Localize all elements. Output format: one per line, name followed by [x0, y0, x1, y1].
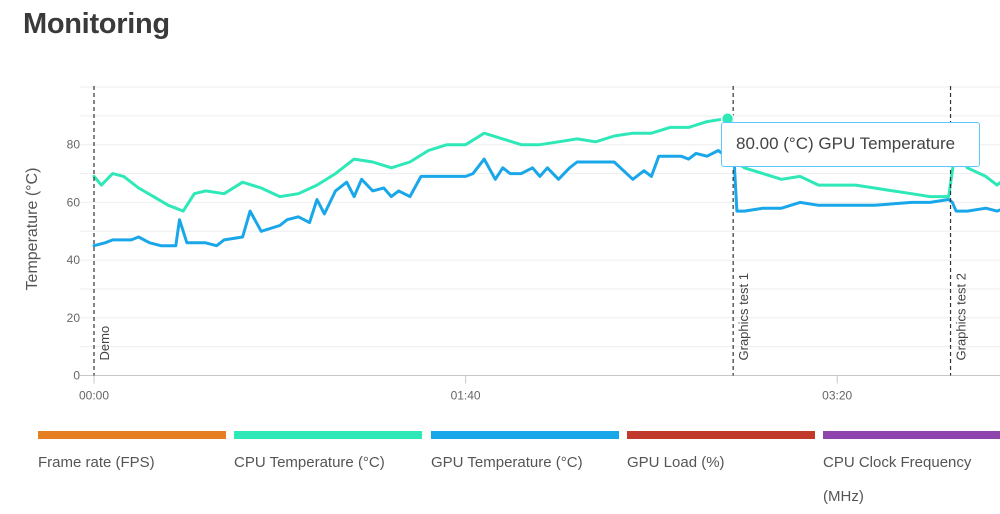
legend-label-cpu-temperature: CPU Temperature (°C)	[234, 454, 385, 471]
monitoring-chart: 0 20 40 60 80 Temperature (°C) 00:00 01:40 03:20…	[24, 86, 1000, 403]
legend-swatch-cpu-temperature	[234, 431, 422, 439]
legend-swatch-gpu-temperature	[431, 431, 619, 439]
x-tick-label: 03:20	[822, 389, 852, 403]
legend-swatch-gpu-load	[627, 431, 815, 439]
y-tick-label: 20	[67, 311, 81, 325]
legend-item-frame-rate[interactable]: Frame rate (FPS)	[38, 431, 226, 511]
legend-label-frame-rate: Frame rate (FPS)	[38, 454, 155, 471]
legend-label-gpu-load: GPU Load (%)	[627, 454, 725, 471]
chart-tooltip: 80.00 (°C) GPU Temperature	[721, 122, 980, 167]
y-axis-label: Temperature (°C)	[24, 168, 41, 291]
legend-item-cpu-clock[interactable]: CPU Clock Frequency (MHz)	[823, 431, 1000, 511]
legend-item-cpu-temperature[interactable]: CPU Temperature (°C)	[234, 431, 422, 511]
legend-swatch-frame-rate	[38, 431, 226, 439]
cpu-temperature-line	[92, 117, 1000, 213]
x-tick-label: 01:40	[451, 389, 481, 403]
test-marker-label: Demo	[97, 326, 112, 361]
legend-label-cpu-clock: CPU Clock Frequency (MHz)	[823, 454, 972, 505]
test-marker-label: Graphics test 1	[736, 273, 751, 360]
chart-legend: Frame rate (FPS) CPU Temperature (°C) GP…	[0, 431, 1000, 511]
x-tick-label: 00:00	[79, 389, 109, 403]
y-tick-label: 0	[73, 369, 80, 383]
y-tick-label: 60	[67, 195, 81, 209]
legend-swatch-cpu-clock	[823, 431, 1000, 439]
legend-label-gpu-temperature: GPU Temperature (°C)	[431, 454, 583, 471]
page-title: Monitoring	[23, 8, 170, 40]
gpu-temperature-line	[92, 143, 1000, 248]
legend-item-gpu-load[interactable]: GPU Load (%)	[627, 431, 815, 511]
test-marker-label: Graphics test 2	[954, 273, 969, 360]
y-tick-label: 80	[67, 138, 81, 152]
legend-item-gpu-temperature[interactable]: GPU Temperature (°C)	[431, 431, 619, 511]
y-tick-label: 40	[67, 253, 81, 267]
